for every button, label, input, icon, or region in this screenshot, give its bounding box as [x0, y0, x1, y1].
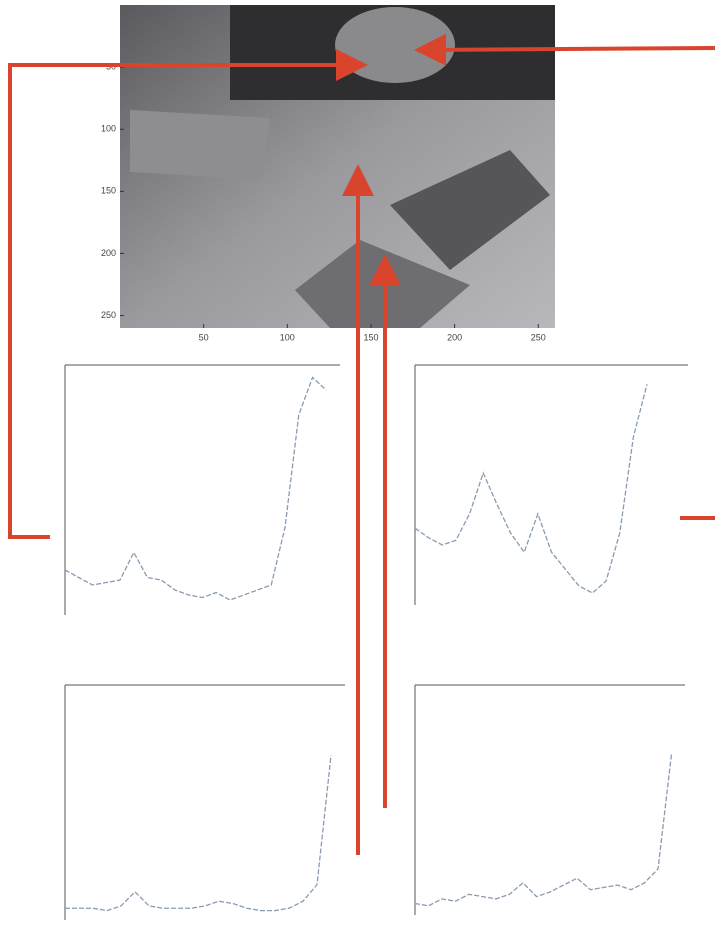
data-line: [65, 378, 326, 601]
figure: 5010015020025050100150200250: [0, 0, 716, 935]
data-line: [415, 754, 672, 906]
data-line: [65, 756, 331, 911]
x-tick-label: 50: [199, 332, 209, 342]
y-tick-label: 200: [101, 248, 116, 258]
y-tick-label: 250: [101, 310, 116, 320]
data-line: [415, 384, 647, 593]
x-tick-label: 200: [447, 332, 462, 342]
x-tick-label: 250: [531, 332, 546, 342]
x-tick-label: 100: [280, 332, 295, 342]
y-tick-label: 150: [101, 186, 116, 196]
x-tick-label: 150: [363, 332, 378, 342]
y-tick-label: 100: [101, 124, 116, 134]
camera-image: [120, 5, 555, 328]
